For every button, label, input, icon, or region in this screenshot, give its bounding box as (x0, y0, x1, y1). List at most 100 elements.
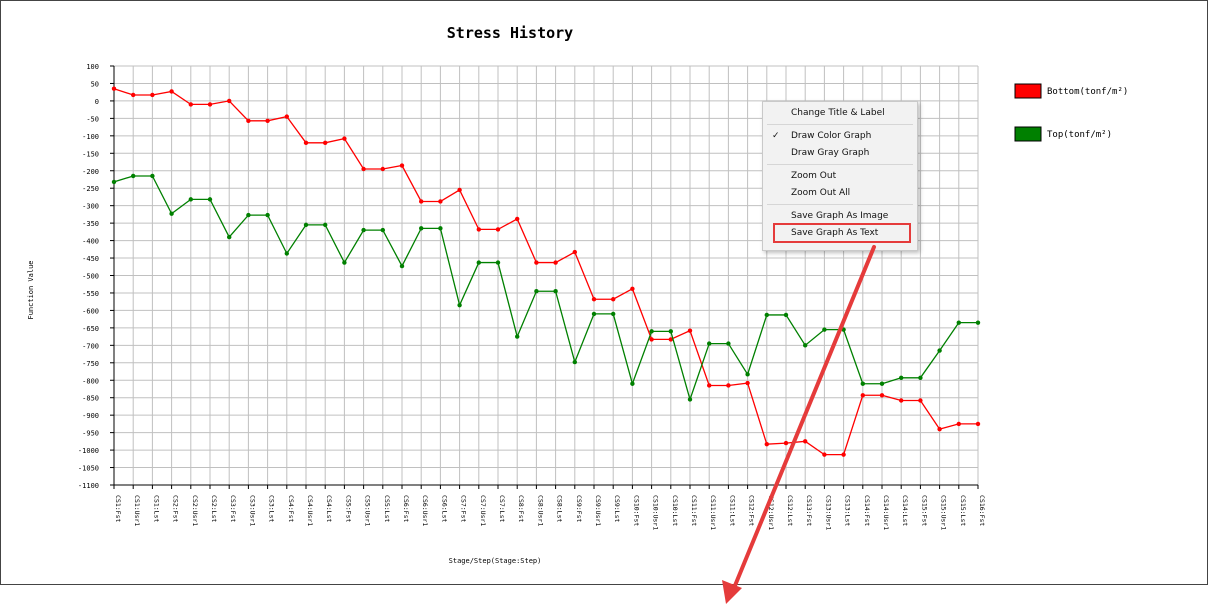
data-point (169, 211, 174, 216)
data-point (111, 86, 117, 91)
x-tick-label: CS9:Usr1 (594, 495, 602, 526)
data-point (611, 297, 616, 302)
y-tick-label: -1050 (78, 465, 99, 473)
menu-item-save-image[interactable]: Save Graph As Image (791, 211, 889, 221)
data-point (899, 375, 904, 381)
data-point (841, 452, 846, 457)
data-point (323, 222, 328, 228)
x-tick-label: CS6:Usr1 (421, 495, 429, 526)
x-tick-label: CS2:Lst (210, 495, 218, 522)
y-tick-label: 0 (95, 98, 99, 106)
data-point (803, 439, 808, 444)
x-tick-label: CS3:Lst (268, 495, 276, 522)
menu-item-zoom-out-all[interactable]: Zoom Out All (791, 188, 851, 198)
context-menu: Change Title & Label ✓ Draw Color Graph … (762, 101, 918, 251)
data-point (131, 173, 136, 179)
data-point (591, 297, 597, 302)
data-point (495, 227, 501, 232)
x-tick-label: CS7:Lst (498, 495, 506, 522)
data-point (937, 348, 942, 353)
x-tick-label: CS13:Fst (805, 495, 813, 526)
data-point (399, 263, 405, 269)
x-tick-label: CS12:Usr1 (767, 495, 775, 530)
legend-swatch (1014, 126, 1042, 142)
data-point (342, 260, 347, 265)
x-tick-label: CS2:Usr1 (191, 495, 199, 526)
data-point (361, 227, 366, 233)
x-axis-label: Stage/Step(Stage:Step) (449, 557, 542, 565)
data-point (361, 166, 366, 172)
data-point (342, 136, 347, 141)
x-tick-label: CS11:Fst (690, 495, 698, 526)
data-point (188, 197, 193, 202)
x-tick-label: CS15:Lst (959, 495, 967, 526)
y-tick-label: -450 (82, 255, 99, 263)
data-point (438, 199, 443, 204)
data-point (975, 421, 981, 427)
data-point (207, 102, 213, 107)
data-point (419, 226, 424, 231)
data-point (131, 92, 136, 98)
data-point (822, 327, 827, 332)
x-tick-label: CS4:Fst (287, 495, 295, 522)
data-point (918, 375, 923, 381)
data-point (918, 398, 923, 403)
menu-item-zoom-out[interactable]: Zoom Out (791, 171, 837, 181)
data-point (764, 441, 769, 447)
y-tick-label: 50 (91, 80, 99, 88)
y-tick-label: -600 (82, 307, 99, 315)
data-point (246, 212, 251, 218)
data-point (649, 329, 654, 334)
data-point (169, 89, 174, 94)
data-point (515, 334, 520, 339)
data-point (668, 337, 673, 342)
x-tick-label: CS10:Usr1 (652, 495, 660, 530)
data-point (457, 302, 462, 308)
menu-item-draw-gray-graph[interactable]: Draw Gray Graph (791, 148, 870, 158)
x-tick-label: CS10:Lst (671, 495, 679, 526)
data-point (553, 260, 558, 265)
series-top (111, 173, 981, 402)
data-point (726, 341, 731, 346)
y-axis-label: Function Value (27, 260, 35, 319)
y-tick-label: -300 (82, 203, 99, 211)
data-point (841, 327, 846, 332)
data-point (899, 398, 904, 403)
data-point (457, 187, 462, 193)
x-tick-label: CS16:Fst (978, 495, 986, 526)
y-tick-label: -900 (82, 412, 99, 420)
data-point (150, 173, 155, 179)
data-point (284, 251, 289, 256)
data-point (707, 341, 712, 346)
chart-title: Stress History (447, 24, 573, 42)
data-point (726, 383, 731, 388)
menu-separator (767, 124, 913, 125)
x-tick-label: CS1:Usr1 (133, 495, 141, 526)
menu-item-draw-color-graph[interactable]: Draw Color Graph (791, 131, 872, 141)
menu-item-save-text[interactable]: Save Graph As Text (791, 228, 879, 238)
data-point (284, 114, 289, 119)
data-point (323, 140, 328, 146)
data-point (822, 452, 827, 457)
data-point (438, 226, 443, 231)
y-tick-label: -950 (82, 430, 99, 438)
data-point (380, 227, 385, 233)
x-tick-label: CS8:Usr1 (536, 495, 544, 526)
menu-item-change-title[interactable]: Change Title & Label (791, 108, 885, 118)
x-tick-label: CS7:Usr1 (479, 495, 487, 526)
x-tick-label: CS5:Fst (344, 495, 352, 522)
data-point (150, 92, 155, 98)
x-tick-label: CS9:Fst (575, 495, 583, 522)
y-tick-label: -50 (86, 115, 99, 123)
data-point (860, 393, 865, 398)
y-tick-label: -350 (82, 220, 99, 228)
x-tick-label: CS13:Lst (844, 495, 852, 526)
data-point (265, 212, 270, 218)
x-tick-label: CS15:Usr1 (940, 495, 948, 530)
y-tick-label: -550 (82, 290, 99, 298)
y-tick-label: -1000 (78, 447, 99, 455)
x-tick-label: CS7:Fst (460, 495, 468, 522)
legend-label: Bottom(tonf/m²) (1047, 87, 1128, 97)
y-tick-label: -750 (82, 360, 99, 368)
x-tick-label: CS5:Lst (383, 495, 391, 522)
